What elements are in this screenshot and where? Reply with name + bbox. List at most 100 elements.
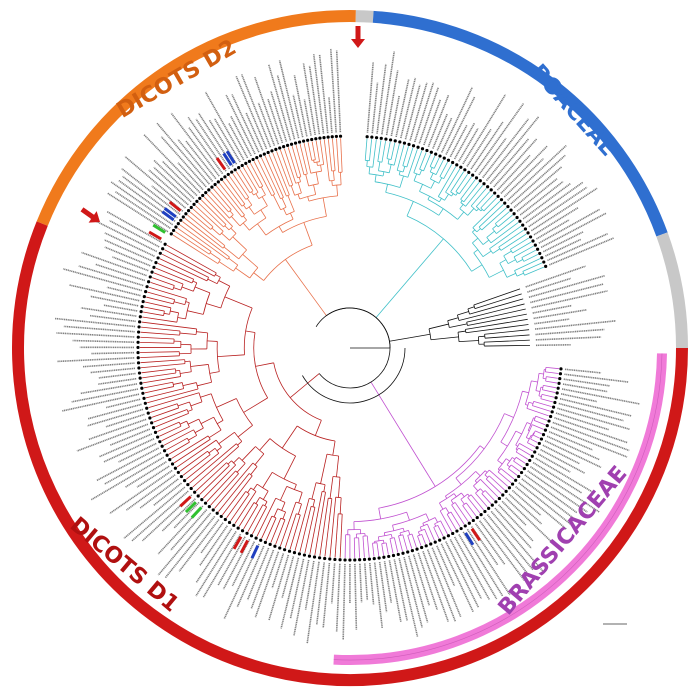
branch [535, 430, 542, 435]
leaf-dot [533, 450, 537, 454]
branch-arc [246, 204, 253, 210]
leaf-dot [278, 546, 282, 550]
leaf-label [292, 94, 304, 138]
branch [467, 493, 470, 497]
leaf-dot [148, 275, 152, 279]
branch [439, 161, 448, 177]
branch [255, 193, 260, 199]
leaf-label [118, 442, 157, 463]
highlight-mark [168, 200, 182, 212]
leaf-dot [138, 320, 142, 324]
branch-arc [223, 224, 227, 228]
branch [195, 205, 224, 232]
leaf-dot [189, 486, 193, 491]
branch [145, 388, 184, 399]
leaf-dot [433, 540, 437, 544]
leaf-label [81, 251, 147, 277]
branch [437, 525, 444, 537]
branch [386, 141, 391, 159]
branch [261, 515, 273, 539]
leaf-dot [514, 478, 518, 482]
branch [438, 177, 443, 184]
ring-brassicaceae [333, 353, 667, 666]
branch-arc [207, 435, 211, 440]
branch [460, 200, 463, 203]
arrow-down-icon [351, 26, 365, 48]
branch [455, 192, 458, 196]
branch [143, 381, 173, 389]
leaf-label [563, 378, 610, 387]
leaf-dot [474, 176, 479, 180]
leaf-dot [156, 435, 160, 439]
branch [246, 164, 260, 189]
leaf-label [82, 362, 135, 368]
branch [163, 312, 170, 315]
leaf-dot [145, 406, 149, 410]
branch [425, 513, 430, 521]
leaf-dot [302, 553, 307, 557]
leaf-label [390, 95, 400, 137]
leaf-label [474, 103, 525, 173]
leaf-dot [143, 401, 147, 405]
branch [526, 437, 530, 440]
leaf-dot [429, 542, 433, 546]
branch [475, 492, 488, 508]
branch [503, 250, 512, 257]
leaf-dot [538, 251, 542, 256]
branch-arc [269, 438, 296, 457]
leaf-label [157, 512, 212, 576]
branch-arc [460, 493, 468, 500]
branch [176, 439, 217, 468]
leaf-dot [196, 494, 200, 498]
leaf-label [109, 469, 173, 515]
branch [142, 372, 176, 379]
branch [211, 227, 221, 236]
leaf-label [534, 320, 617, 330]
branch [153, 409, 188, 423]
leaf-label [436, 117, 453, 151]
branch [535, 390, 541, 392]
leaf-label [99, 433, 153, 458]
leaf-dot [168, 458, 172, 462]
leaf-label [431, 547, 462, 617]
leaf-label [412, 554, 430, 606]
branch [192, 208, 214, 228]
branch-arc [231, 460, 236, 466]
branch [161, 253, 209, 278]
branch [140, 336, 175, 340]
branch [180, 371, 192, 374]
branch [179, 420, 187, 425]
branch [319, 140, 325, 165]
leaf-dot [544, 264, 548, 268]
branch [216, 398, 237, 408]
leaf-label [516, 178, 558, 212]
leaf-dot [515, 215, 519, 220]
leaf-label [534, 318, 570, 325]
branch-arc [522, 271, 525, 276]
highlight-mark [163, 207, 177, 219]
branch [429, 167, 433, 173]
leaf-dot [438, 154, 442, 158]
branch [450, 171, 465, 193]
leaf-dot [407, 142, 411, 146]
leaf-dot [150, 270, 154, 274]
leaf-label [90, 295, 139, 307]
clade-stem [307, 373, 320, 384]
leaf-label [110, 181, 174, 226]
branch [490, 222, 519, 244]
branch [474, 293, 522, 309]
leaf-dot [207, 505, 211, 509]
leaf-dot [203, 501, 208, 505]
branch [203, 196, 233, 227]
leaf-dot [557, 381, 561, 386]
leaf-dot [438, 538, 442, 542]
leaf-label [151, 185, 184, 212]
leaf-label [470, 121, 504, 170]
leaf-label [270, 90, 288, 142]
leaf-label [388, 560, 402, 623]
branch [467, 497, 481, 514]
leaf-label [123, 486, 186, 540]
label-dicots-d2: DICOTS D2 [113, 35, 241, 123]
leaf-label [156, 122, 210, 185]
branch [142, 376, 181, 384]
